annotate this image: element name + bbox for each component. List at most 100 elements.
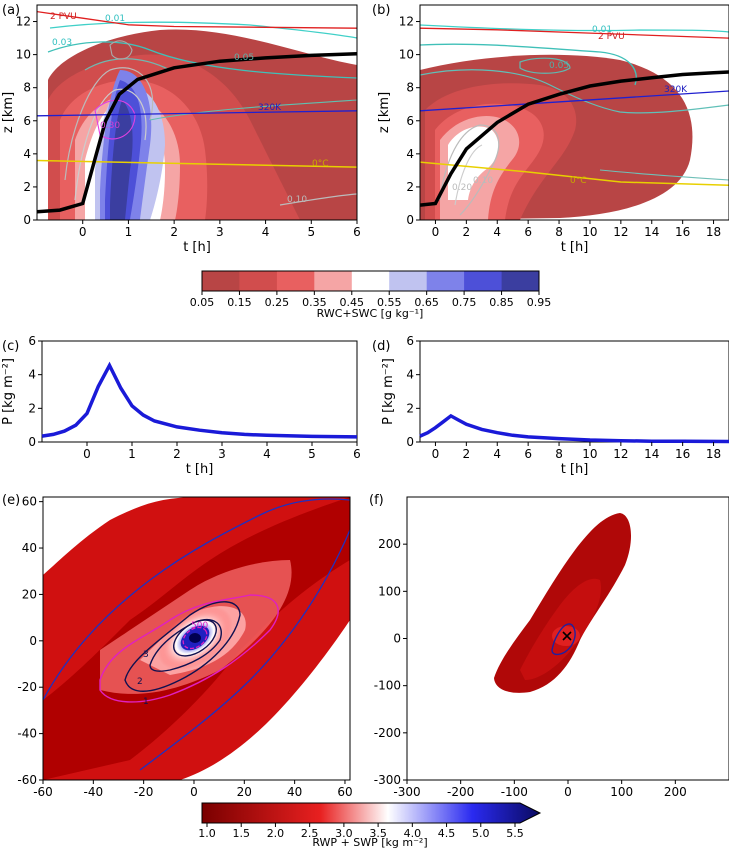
- x-tick-label: 0: [79, 225, 87, 239]
- b-theta-line: [420, 90, 729, 112]
- y-tick-label: -40: [17, 727, 37, 741]
- colorbar-top-cell: [202, 271, 240, 291]
- colorbar-top-cell: [239, 271, 278, 291]
- b-pvu-line: [420, 27, 729, 39]
- x-tick-label: 14: [644, 225, 659, 239]
- x-tick-label: 16: [675, 225, 690, 239]
- y-axis-label: z [km]: [1, 92, 16, 133]
- panel-d-label: (d): [372, 339, 390, 354]
- x-tick-label: 4: [493, 225, 501, 239]
- panel-c-label: (c): [2, 339, 19, 354]
- panel-e: (e) 500 3 2 1 -60 -40 -20 0 20 40 60 -60 -40 -20 0…: [2, 493, 353, 799]
- x-tick-label: 18: [706, 225, 721, 239]
- x-tick-label: -40: [84, 785, 104, 799]
- x-tick-label: 5: [308, 447, 316, 461]
- x-tick-label: 60: [337, 785, 352, 799]
- y-tick-label: 12: [16, 15, 31, 29]
- x-tick-label: 0: [432, 225, 440, 239]
- x-tick-label: 0: [83, 447, 91, 461]
- colorbar-top-tick-label: 0.15: [227, 296, 252, 309]
- colorbar-top-cell: [426, 271, 465, 291]
- panel-c: (c) 0 1 2 3 4 5 6 0 2 4 6 t [h] P [kg m⁻²]: [1, 334, 361, 477]
- y-tick-label: 0: [406, 435, 414, 449]
- b-label-010: 0.10: [473, 176, 493, 186]
- y-tick-label: 0: [29, 634, 37, 648]
- x-tick-label: 2: [170, 225, 178, 239]
- colorbar-top-tick-label: 0.55: [377, 296, 402, 309]
- panel-d-axes: 0 2 4 6 8 10 12 14 16 18 0 2 4 6 t [h] P [kg m⁻²]: [381, 334, 721, 477]
- x-tick-label: -60: [33, 785, 53, 799]
- y-axis-label: z [km]: [377, 92, 392, 133]
- b-label-005: 0.05: [549, 61, 569, 71]
- y-tick-label: 0: [406, 213, 414, 227]
- x-tick-label: 2: [463, 225, 471, 239]
- x-tick-label: -300: [393, 785, 420, 799]
- colorbar-top-tick-label: 0.85: [489, 296, 514, 309]
- a-label-010: 0.10: [287, 195, 307, 205]
- x-tick-label: 0: [190, 785, 198, 799]
- colorbar-bottom-tick-label: 2.5: [301, 827, 319, 840]
- y-tick-label: -60: [17, 773, 37, 787]
- panel-a-contours: [47, 21, 357, 206]
- a-pvu-line: [37, 10, 357, 29]
- x-axis-label: t [h]: [561, 240, 589, 255]
- y-tick-label: 200: [378, 537, 401, 551]
- x-tick-label: 8: [555, 447, 563, 461]
- panel-a-lines: [37, 10, 357, 214]
- panel-a: (a) 2 PVU: [1, 3, 361, 255]
- y-tick-label: -300: [374, 773, 401, 787]
- e-label-2: 2: [137, 677, 143, 687]
- x-tick-label: 4: [263, 447, 271, 461]
- panel-f-axes: -300 -200 -100 0 100 200 -300 -200 -100 0 100 200: [374, 537, 687, 799]
- x-tick-label: 2: [463, 447, 471, 461]
- panel-e-axes: -60 -40 -20 0 20 40 60 -60 -40 -20 0 20 40 60: [17, 495, 352, 799]
- x-tick-label: 3: [218, 447, 226, 461]
- x-tick-label: 8: [555, 225, 563, 239]
- a-label-freezing: 0°C: [312, 159, 329, 169]
- x-tick-label: 3: [216, 225, 224, 239]
- x-tick-label: 6: [524, 447, 532, 461]
- e-label-1: 1: [143, 697, 149, 707]
- x-tick-label: 1: [125, 225, 133, 239]
- panel-a-fills: [48, 29, 357, 220]
- y-tick-label: 0: [393, 632, 401, 646]
- b-label-020: 0.20: [452, 183, 472, 193]
- colorbar-top-cell: [501, 271, 540, 291]
- x-tick-label: 10: [582, 225, 597, 239]
- panel-b-label: (b): [372, 3, 390, 18]
- colorbar-bottom-label: RWP + SWP [kg m⁻²]: [312, 836, 427, 849]
- colorbar-bottom-tick-label: 3.0: [335, 827, 353, 840]
- a-freezing-line: [37, 159, 357, 168]
- panel-f: (f) -300 -200 -100 0 100 200 -300 -200 -100 0 100 2…: [369, 493, 729, 799]
- a-trajectory-line: [37, 52, 357, 214]
- x-tick-label: -200: [447, 785, 474, 799]
- y-tick-label: 2: [23, 180, 31, 194]
- x-tick-label: 0: [564, 785, 572, 799]
- panel-f-label: (f): [369, 493, 384, 508]
- x-tick-label: 16: [675, 447, 690, 461]
- b-label-theta: 320K: [664, 85, 688, 95]
- colorbar-bottom-tick-label: 4.5: [438, 827, 456, 840]
- colorbar-top-tick-label: 0.25: [265, 296, 290, 309]
- e-label-500: 500: [191, 621, 208, 631]
- colorbar-bottom-tick-label: 3.5: [369, 827, 387, 840]
- panel-d: (d) 0 2 4 6 8 10 12 14 16 18 0 2 4 6 t [h] P [kg m⁻²]: [372, 334, 729, 477]
- panel-e-map: [43, 497, 350, 780]
- x-tick-label: -20: [134, 785, 154, 799]
- colorbar-top-cell: [276, 271, 315, 291]
- y-tick-label: 2: [406, 401, 414, 415]
- b-label-freezing: 0°C: [570, 176, 587, 186]
- colorbar-top-label: RWC+SWC [g kg⁻¹]: [317, 307, 424, 320]
- y-tick-label: 4: [23, 147, 31, 161]
- colorbar-top-tick-label: 0.75: [452, 296, 477, 309]
- x-tick-label: 5: [307, 225, 315, 239]
- y-axis-label: P [kg m⁻²]: [1, 358, 16, 425]
- panel-e-contours: [43, 498, 350, 771]
- panel-f-map: [494, 513, 632, 693]
- y-tick-label: 40: [22, 541, 37, 555]
- b-label-pvu: 2 PVU: [598, 32, 625, 42]
- colorbar-bottom-tick-label: 1.5: [232, 827, 250, 840]
- colorbar-bottom: 1.0 1.5 2.0 2.5 3.0 3.5 4.0 4.5 5.0 5.5 RWP + SWP…: [198, 802, 542, 849]
- x-tick-label: 100: [610, 785, 633, 799]
